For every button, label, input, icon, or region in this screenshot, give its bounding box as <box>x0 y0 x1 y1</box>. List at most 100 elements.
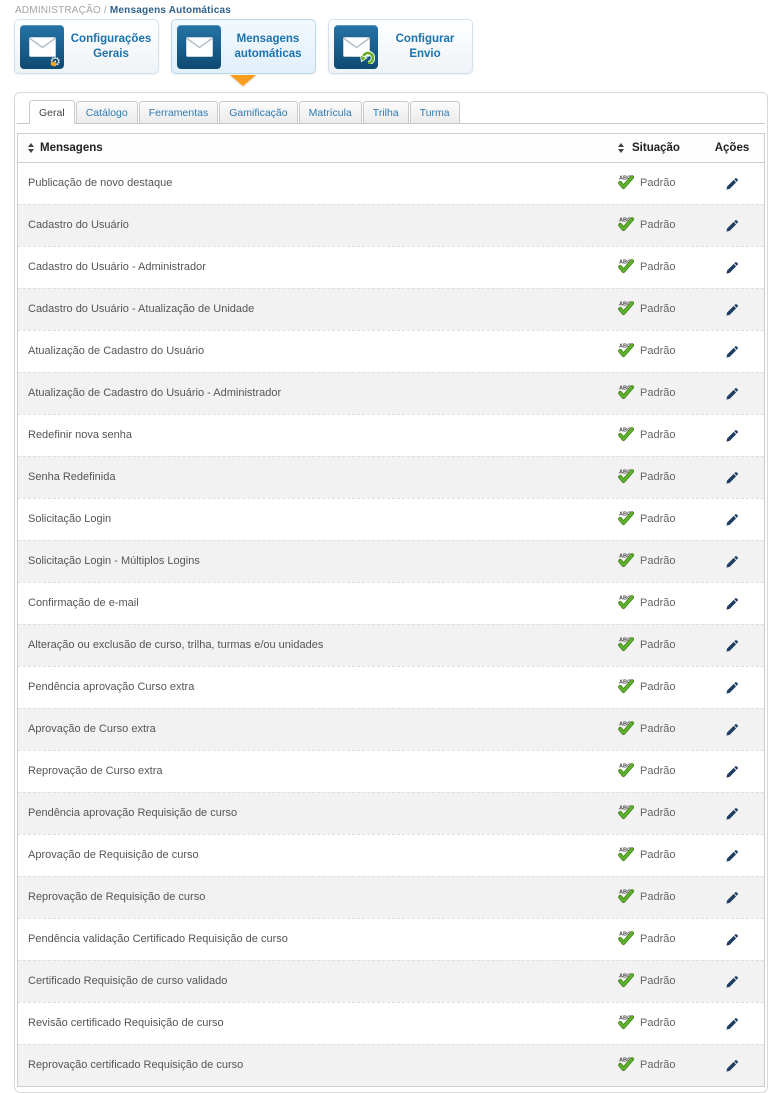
actions-cell <box>710 261 754 275</box>
spellcheck-status-icon: ABC <box>618 510 634 529</box>
edit-pencil-icon[interactable] <box>725 1059 739 1073</box>
status-cell: ABC Padrão <box>618 1056 710 1075</box>
status-cell: ABC Padrão <box>618 846 710 865</box>
tab-ferramentas[interactable]: Ferramentas <box>138 101 219 124</box>
edit-pencil-icon[interactable] <box>725 303 739 317</box>
breadcrumb-section[interactable]: ADMINISTRAÇÃO / <box>15 5 107 16</box>
actions-cell <box>710 849 754 863</box>
table-row: Solicitação Login - Múltiplos Logins ABC… <box>18 540 764 582</box>
spellcheck-status-icon: ABC <box>618 426 634 445</box>
status-cell: ABC Padrão <box>618 342 710 361</box>
main-panel: Geral Catálogo Ferramentas Gamificação M… <box>14 92 768 1093</box>
actions-cell <box>710 597 754 611</box>
card-configurar-envio[interactable]: Configurar Envio <box>328 19 473 74</box>
edit-pencil-icon[interactable] <box>725 597 739 611</box>
spellcheck-status-icon: ABC <box>618 342 634 361</box>
svg-text:ABC: ABC <box>619 596 631 602</box>
edit-pencil-icon[interactable] <box>725 555 739 569</box>
card-configuracoes-gerais[interactable]: ⚙ Configurações Gerais <box>14 19 159 74</box>
actions-cell <box>710 933 754 947</box>
status-cell: ABC Padrão <box>618 972 710 991</box>
breadcrumb-current: Mensagens Automáticas <box>109 5 231 16</box>
edit-pencil-icon[interactable] <box>725 471 739 485</box>
actions-cell <box>710 345 754 359</box>
tab-catalogo[interactable]: Catálogo <box>75 101 138 124</box>
sort-icon[interactable] <box>28 143 34 153</box>
tab-geral[interactable]: Geral <box>29 100 75 124</box>
status-cell: ABC Padrão <box>618 300 710 319</box>
column-header-label: Situação <box>632 142 680 154</box>
actions-cell <box>710 177 754 191</box>
table-row: Reprovação de Curso extra ABC Padrão <box>18 750 764 792</box>
tab-trilha[interactable]: Trilha <box>362 101 409 124</box>
edit-pencil-icon[interactable] <box>725 639 739 653</box>
message-label: Reprovação de Curso extra <box>28 765 163 777</box>
status-cell: ABC Padrão <box>618 426 710 445</box>
message-label: Solicitação Login - Múltiplos Logins <box>28 555 200 567</box>
edit-pencil-icon[interactable] <box>725 261 739 275</box>
edit-pencil-icon[interactable] <box>725 177 739 191</box>
edit-pencil-icon[interactable] <box>725 219 739 233</box>
actions-cell <box>710 765 754 779</box>
edit-pencil-icon[interactable] <box>725 513 739 527</box>
table-row: Cadastro do Usuário ABC Padrão <box>18 204 764 246</box>
status-cell: ABC Padrão <box>618 636 710 655</box>
status-badge: Padrão <box>640 177 676 189</box>
envelope-icon <box>177 24 221 69</box>
status-cell: ABC Padrão <box>618 174 710 193</box>
status-cell: ABC Padrão <box>618 384 710 403</box>
tab-turma[interactable]: Turma <box>409 101 460 124</box>
edit-pencil-icon[interactable] <box>725 933 739 947</box>
svg-text:ABC: ABC <box>619 302 631 308</box>
edit-pencil-icon[interactable] <box>725 429 739 443</box>
spellcheck-status-icon: ABC <box>618 678 634 697</box>
edit-pencil-icon[interactable] <box>725 807 739 821</box>
edit-pencil-icon[interactable] <box>725 387 739 401</box>
message-label: Aprovação de Curso extra <box>28 723 156 735</box>
edit-pencil-icon[interactable] <box>725 1017 739 1031</box>
svg-text:ABC: ABC <box>619 512 631 518</box>
status-badge: Padrão <box>640 975 676 987</box>
table-row: Solicitação Login ABC Padrão <box>18 498 764 540</box>
spellcheck-status-icon: ABC <box>618 720 634 739</box>
card-label: Configurar Envio <box>395 32 455 60</box>
tab-gamificacao[interactable]: Gamificação <box>219 101 298 124</box>
column-header-situacao[interactable]: Situação <box>618 142 710 154</box>
tab-matricula[interactable]: Matrícula <box>298 101 362 124</box>
actions-cell <box>710 555 754 569</box>
edit-pencil-icon[interactable] <box>725 975 739 989</box>
actions-cell <box>710 1017 754 1031</box>
status-badge: Padrão <box>640 723 676 735</box>
status-cell: ABC Padrão <box>618 468 710 487</box>
actions-cell <box>710 219 754 233</box>
status-badge: Padrão <box>640 639 676 651</box>
spellcheck-status-icon: ABC <box>618 552 634 571</box>
status-cell: ABC Padrão <box>618 594 710 613</box>
status-badge: Padrão <box>640 849 676 861</box>
svg-text:ABC: ABC <box>619 176 631 182</box>
edit-pencil-icon[interactable] <box>725 345 739 359</box>
actions-cell <box>710 1059 754 1073</box>
column-header-mensagens[interactable]: Mensagens <box>28 142 618 154</box>
edit-pencil-icon[interactable] <box>725 891 739 905</box>
tab-bar: Geral Catálogo Ferramentas Gamificação M… <box>17 100 765 124</box>
edit-pencil-icon[interactable] <box>725 765 739 779</box>
status-badge: Padrão <box>640 1017 676 1029</box>
card-mensagens-automaticas[interactable]: Mensagens automáticas <box>171 19 316 74</box>
status-badge: Padrão <box>640 303 676 315</box>
edit-pencil-icon[interactable] <box>725 723 739 737</box>
spellcheck-status-icon: ABC <box>618 930 634 949</box>
actions-cell <box>710 723 754 737</box>
message-label: Pendência aprovação Requisição de curso <box>28 807 238 819</box>
message-label: Pendência aprovação Curso extra <box>28 681 195 693</box>
envelope-arrow-icon <box>334 24 378 69</box>
edit-pencil-icon[interactable] <box>725 681 739 695</box>
message-label: Atualização de Cadastro do Usuário - Adm… <box>28 387 282 399</box>
status-badge: Padrão <box>640 933 676 945</box>
status-badge: Padrão <box>640 765 676 777</box>
table-row: Alteração ou exclusão de curso, trilha, … <box>18 624 764 666</box>
sort-icon[interactable] <box>618 143 624 153</box>
status-badge: Padrão <box>640 261 676 273</box>
spellcheck-status-icon: ABC <box>618 636 634 655</box>
edit-pencil-icon[interactable] <box>725 849 739 863</box>
